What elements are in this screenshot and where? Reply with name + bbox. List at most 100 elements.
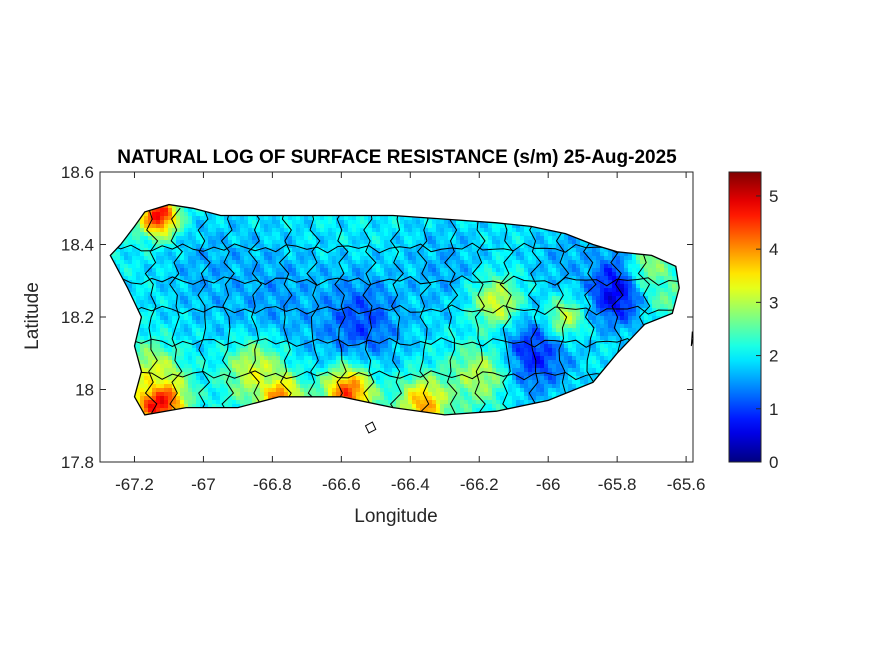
heat-cell-3872 — [408, 300, 413, 305]
heat-cell-1112 — [464, 224, 469, 229]
heat-cell-2251 — [348, 256, 353, 261]
heat-cell-3853 — [332, 300, 337, 305]
heat-cell-2959 — [260, 276, 265, 281]
heat-cell-1057 — [244, 224, 249, 229]
heat-cell-4287 — [316, 312, 321, 317]
heat-cell-4427 — [292, 316, 297, 321]
heat-cell-2073 — [220, 252, 225, 257]
heat-cell-1823 — [388, 244, 393, 249]
heat-cell-959 — [436, 220, 441, 225]
heat-cell-1792 — [264, 244, 269, 249]
heat-cell-2017 — [580, 248, 585, 253]
heat-cell-4605 — [420, 320, 425, 325]
heat-cell-4025 — [436, 304, 441, 309]
heat-cell-4615 — [460, 320, 465, 325]
heat-cell-1853 — [508, 244, 513, 249]
heat-cell-606 — [192, 212, 197, 217]
heat-cell-3182 — [568, 280, 573, 285]
heat-cell-4392 — [152, 316, 157, 321]
heat-cell-1273 — [524, 228, 529, 233]
heat-cell-2751 — [596, 268, 601, 273]
heat-cell-1549 — [460, 236, 465, 241]
heat-cell-3077 — [148, 280, 153, 285]
heat-cell-1665 — [340, 240, 345, 245]
heat-cell-2866 — [472, 272, 477, 277]
heat-cell-3985 — [276, 304, 281, 309]
heat-cell-4110 — [192, 308, 197, 313]
heat-cell-2195 — [124, 256, 129, 261]
heat-cell-4581 — [324, 320, 329, 325]
heat-cell-3721 — [388, 296, 393, 301]
heat-cell-2720 — [472, 268, 477, 273]
heat-cell-4973 — [140, 332, 145, 337]
heat-cell-2234 — [280, 256, 285, 261]
heat-cell-4296 — [352, 312, 357, 317]
heat-cell-1407 — [476, 232, 481, 237]
heat-cell-2051 — [132, 252, 137, 257]
heat-cell-1187 — [180, 228, 185, 233]
heat-cell-4859 — [268, 328, 273, 333]
heat-cell-1917 — [180, 248, 185, 253]
heat-cell-3266 — [320, 284, 325, 289]
heat-cell-4190 — [512, 308, 517, 313]
heat-cell-3826 — [224, 300, 229, 305]
heat-cell-2008 — [544, 248, 549, 253]
heat-cell-1708 — [512, 240, 517, 245]
heat-cell-1058 — [248, 224, 253, 229]
heat-cell-3858 — [352, 300, 357, 305]
heat-cell-2113 — [380, 252, 385, 257]
heat-cell-4489 — [540, 316, 545, 321]
heat-cell-3934 — [656, 300, 661, 305]
heat-cell-4553 — [212, 320, 217, 325]
heat-cell-3556 — [312, 292, 317, 297]
heat-cell-3748 — [496, 296, 501, 301]
heat-cell-2211 — [188, 256, 193, 261]
heat-cell-2553 — [388, 264, 393, 269]
heat-cell-1639 — [236, 240, 241, 245]
heat-cell-3561 — [332, 292, 337, 297]
heat-cell-4841 — [196, 328, 201, 333]
heat-cell-781 — [308, 216, 313, 221]
heat-cell-2845 — [388, 272, 393, 277]
heat-cell-4461 — [428, 316, 433, 321]
heat-cell-2981 — [348, 276, 353, 281]
heat-cell-3642 — [656, 292, 661, 297]
heat-cell-4927 — [540, 328, 545, 333]
heat-cell-3812 — [168, 300, 173, 305]
heat-cell-4394 — [160, 316, 165, 321]
heat-cell-2507 — [204, 264, 209, 269]
heat-cell-3539 — [244, 292, 249, 297]
heat-cell-2925 — [124, 276, 129, 281]
heat-cell-3729 — [420, 296, 425, 301]
heat-cell-1117 — [484, 224, 489, 229]
heat-cell-4882 — [360, 328, 365, 333]
heat-cell-4101 — [156, 308, 161, 313]
heat-cell-3559 — [324, 292, 329, 297]
heat-cell-4430 — [304, 316, 309, 321]
heat-cell-2733 — [524, 268, 529, 273]
heat-cell-4008 — [368, 304, 373, 309]
heat-cell-4501 — [588, 316, 593, 321]
heat-cell-2119 — [404, 252, 409, 257]
heat-cell-3638 — [640, 292, 645, 297]
heat-cell-4293 — [340, 312, 345, 317]
heat-cell-3749 — [500, 296, 505, 301]
heat-cell-3828 — [232, 300, 237, 305]
heat-cell-1385 — [388, 232, 393, 237]
heat-cell-2216 — [208, 256, 213, 261]
heat-cell-3379 — [188, 288, 193, 293]
heat-cell-3014 — [480, 276, 485, 281]
heat-cell-4982 — [176, 332, 181, 337]
heat-cell-4584 — [336, 320, 341, 325]
heat-cell-3112 — [288, 280, 293, 285]
heat-cell-460 — [192, 208, 197, 213]
heat-cell-4636 — [544, 320, 549, 325]
heat-cell-3961 — [180, 304, 185, 309]
heat-cell-4207 — [580, 308, 585, 313]
heat-cell-3622 — [576, 292, 581, 297]
heat-cell-1514 — [320, 236, 325, 241]
heat-cell-4480 — [504, 316, 509, 321]
heat-cell-1767 — [164, 244, 169, 249]
heat-cell-4652 — [608, 320, 613, 325]
heat-cell-3219 — [132, 284, 137, 289]
